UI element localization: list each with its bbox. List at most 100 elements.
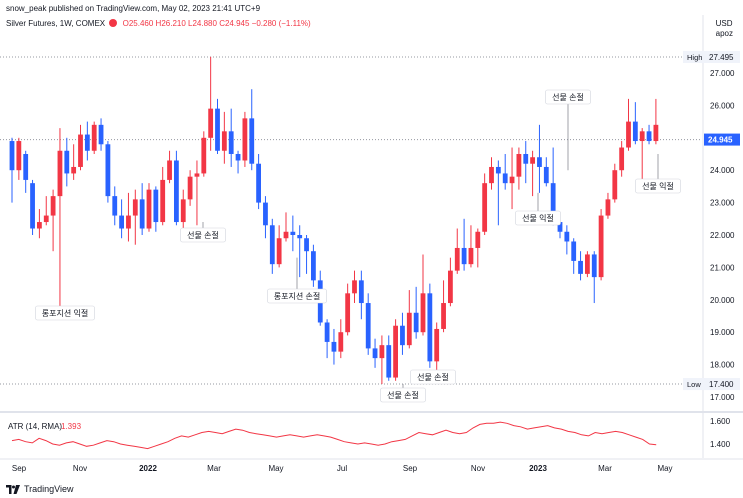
low-value-label: 17.400 [709, 380, 734, 389]
candle [297, 225, 303, 278]
annotation-callout: 선물 손절 [410, 369, 456, 385]
candle [585, 251, 590, 278]
candle-body [30, 183, 35, 229]
candle [139, 183, 145, 235]
candle [84, 121, 90, 161]
candle-body [543, 166, 549, 184]
candle [475, 228, 481, 268]
annotation-callout: 롱포지션 익절 [35, 305, 95, 321]
candle [502, 154, 508, 190]
candle-body [208, 108, 214, 138]
candle-body [489, 166, 494, 184]
candle-body [448, 270, 453, 304]
candle-body [585, 254, 590, 274]
currency-label: USD [715, 19, 733, 28]
candle-body [530, 157, 535, 164]
callout-label: 선물 익절 [642, 181, 674, 191]
annotation-callout: 선물 익절 [635, 154, 681, 194]
callout-label: 선물 손절 [552, 93, 584, 102]
candle [187, 170, 193, 206]
candle-body [283, 231, 289, 239]
candle [578, 251, 583, 281]
candle [591, 251, 597, 304]
candle-body [454, 247, 460, 271]
candle-body [174, 160, 179, 223]
candle [283, 212, 289, 242]
candle [393, 319, 398, 381]
chart-legend: Silver Futures, 1W, COMEX O25.460 H26.21… [6, 19, 311, 28]
candle-body [112, 196, 118, 216]
candle [43, 196, 49, 226]
candle [160, 166, 166, 226]
time-tick-label: Sep [403, 464, 418, 473]
candle-body [23, 154, 29, 180]
callout-label: 선물 손절 [187, 231, 219, 240]
candle [276, 225, 282, 268]
candle [523, 141, 529, 184]
time-tick-label: 2022 [139, 464, 157, 473]
candle [269, 218, 275, 274]
candle-body [653, 124, 659, 142]
candle-body [646, 131, 652, 142]
candle-body [502, 173, 508, 184]
candle [98, 118, 104, 151]
candle [468, 225, 474, 268]
candle-body [605, 199, 611, 216]
low-value-bg [704, 378, 740, 391]
brand-footer[interactable]: TradingView [6, 484, 74, 494]
callout-box [545, 89, 591, 105]
candle [311, 244, 316, 287]
candle [105, 141, 111, 203]
candle [215, 98, 220, 154]
candle-body [632, 121, 638, 142]
candle-body [297, 235, 303, 239]
candle [112, 186, 118, 226]
candle-body [50, 196, 56, 216]
price-tick-label: 24.000 [710, 166, 735, 175]
high-tag-label: High [687, 53, 702, 62]
open-value: O25.460 [122, 19, 154, 28]
candle [434, 322, 440, 372]
candle-body [153, 189, 159, 223]
candle-body [338, 332, 344, 352]
price-axis-unit: USD apoz [716, 19, 733, 39]
candle [167, 150, 172, 184]
candle-body [132, 199, 138, 216]
time-tick-label: Nov [73, 464, 87, 473]
candle [338, 319, 344, 359]
candle [153, 186, 159, 232]
candle [23, 150, 29, 193]
candle [64, 137, 70, 187]
candle-body [269, 225, 275, 265]
candle [427, 283, 433, 368]
candle [228, 108, 234, 167]
candle-body [9, 141, 15, 171]
price-tick-label: 19.000 [710, 328, 735, 337]
candle [194, 160, 200, 226]
candle-body [495, 166, 501, 174]
candle-body [249, 118, 255, 164]
candle [37, 209, 42, 239]
candle [208, 56, 214, 151]
candle-body [146, 189, 152, 229]
callout-box [410, 369, 456, 385]
status-dot-icon [109, 19, 118, 27]
candle [454, 228, 460, 274]
candle-body [619, 147, 625, 171]
candle [290, 215, 296, 252]
candle-body [235, 154, 241, 161]
candle [358, 270, 364, 320]
callout-box [635, 178, 681, 194]
candle [653, 98, 659, 145]
candle [263, 196, 268, 239]
atr-name-label: ATR (14, RMA) [8, 422, 62, 431]
candle [639, 128, 645, 184]
price-tick-label: 21.000 [710, 263, 735, 272]
candle-body [64, 150, 70, 174]
candle-body [194, 173, 200, 177]
candle [249, 89, 255, 171]
candle [626, 98, 631, 151]
callout-label: 선물 손절 [387, 391, 419, 400]
candle-body [461, 247, 467, 265]
